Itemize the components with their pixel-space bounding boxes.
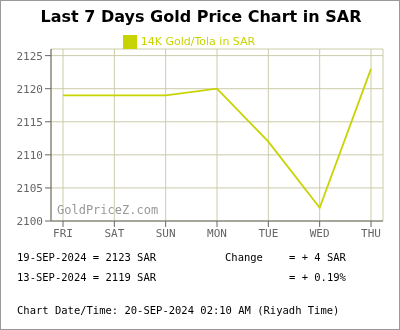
- html-text:GoldPriceZ.com: GoldPriceZ.com: [57, 203, 159, 217]
- svg-text:2125: 2125: [17, 50, 44, 63]
- svg-text:2115: 2115: [17, 116, 44, 129]
- html-text:Change: Change: [225, 251, 263, 263]
- svg-text:FRI: FRI: [53, 227, 73, 240]
- html-text:= + 4 SAR: = + 4 SAR: [289, 251, 346, 263]
- svg-text:2105: 2105: [17, 182, 44, 195]
- svg-text:2120: 2120: [17, 83, 44, 96]
- html-text:14K Gold/Tola in SAR: 14K Gold/Tola in SAR: [140, 35, 256, 48]
- svg-text:2110: 2110: [17, 149, 44, 162]
- html-text:Chart Date/Time: 20-SEP-2024 0: Chart Date/Time: 20-SEP-2024 02:10 AM (R…: [17, 304, 340, 316]
- svg-text:WED: WED: [310, 227, 330, 240]
- svg-text:THU: THU: [361, 227, 381, 240]
- svg-text:TUE: TUE: [258, 227, 278, 240]
- html-text:13-SEP-2024 = 2119 SAR: 13-SEP-2024 = 2119 SAR: [17, 271, 157, 283]
- svg-text:SAT: SAT: [104, 227, 124, 240]
- html-text:19-SEP-2024 = 2123 SAR: 19-SEP-2024 = 2123 SAR: [17, 251, 157, 263]
- svg-text:MON: MON: [207, 227, 227, 240]
- html-text:Last 7 Days Gold Price Chart i: Last 7 Days Gold Price Chart in SAR: [40, 7, 362, 26]
- html-text:= + 0.19%: = + 0.19%: [289, 271, 346, 283]
- svg-text:2100: 2100: [17, 215, 44, 228]
- svg-text:SUN: SUN: [156, 227, 176, 240]
